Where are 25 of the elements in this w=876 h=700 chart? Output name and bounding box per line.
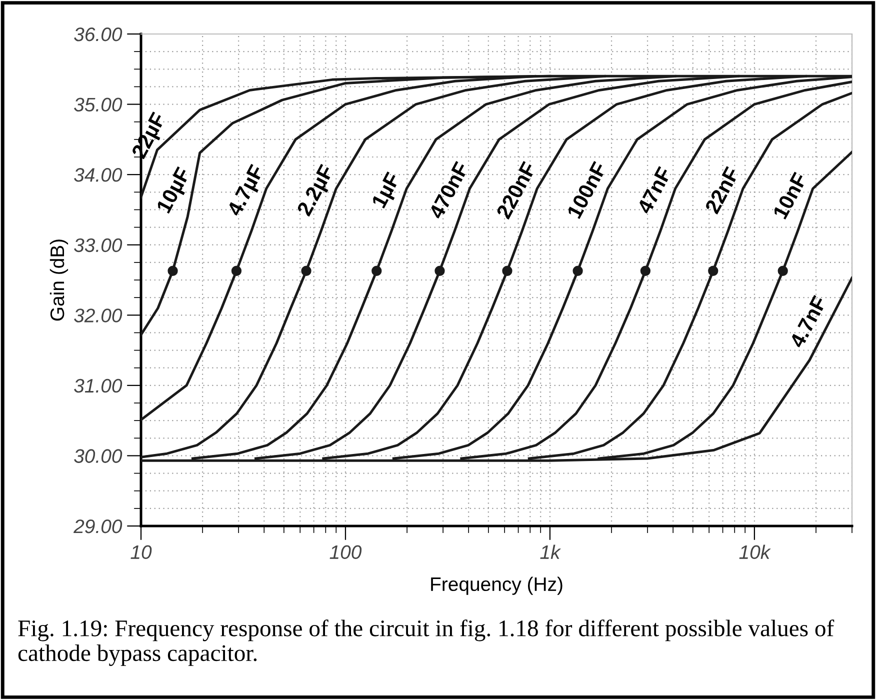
y-tick-label: 33.00 — [74, 238, 122, 252]
y-tick-label: 31.00 — [74, 378, 122, 393]
x-tick-label: 1k — [540, 544, 562, 559]
x-tick-label: 10 — [130, 545, 152, 560]
text: 4.7µF — [226, 164, 268, 220]
text: 22nF — [704, 166, 740, 214]
y-tick-label: 32.00 — [74, 308, 122, 322]
text: 2.2µF — [296, 164, 338, 219]
y-tick-label: 29.00 — [73, 519, 122, 534]
text: 4.7nF — [789, 294, 827, 349]
y-tick-label: 36.00 — [74, 27, 122, 42]
x-tick-label: 100 — [330, 545, 362, 560]
text: 10nF — [772, 172, 808, 220]
text: 100nF — [566, 160, 607, 220]
y-tick-label: 35.00 — [74, 98, 122, 112]
x-tick-label: 10k — [739, 544, 771, 560]
y-tick-label: 34.00 — [74, 168, 122, 182]
text: 1µF — [371, 172, 404, 211]
caption: Fig. 1.19: Frequency response of the circuit in fig. 1.18 for different possible values of cathode bypass capacitor. — [18, 620, 834, 666]
text: 10µF — [156, 166, 194, 216]
x-axis-title: Frequency (Hz) — [431, 576, 562, 595]
text: 47nF — [636, 166, 672, 215]
y-axis-title: Gain (dB) — [50, 240, 68, 321]
text: 470nF — [428, 160, 469, 220]
y-tick-label: 30.00 — [74, 449, 122, 463]
